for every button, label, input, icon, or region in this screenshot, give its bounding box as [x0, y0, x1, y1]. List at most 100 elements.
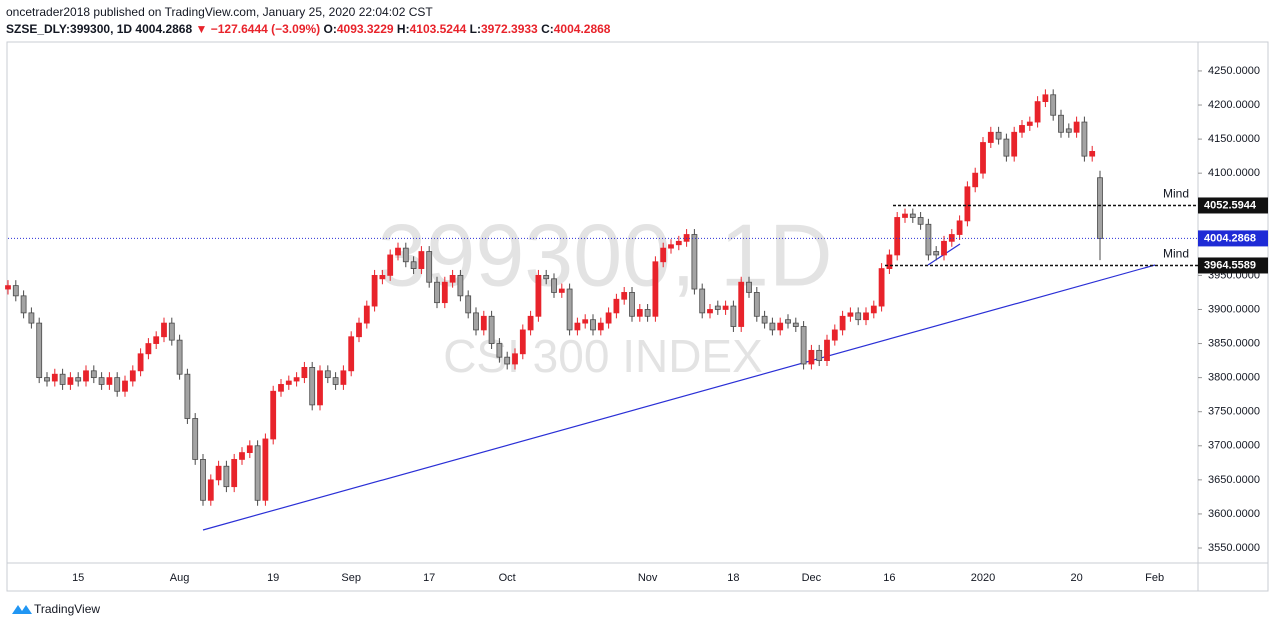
candle-body	[660, 247, 667, 263]
candle-body	[761, 315, 768, 324]
candle-body	[59, 373, 66, 385]
candle-body	[816, 349, 823, 361]
candle-body	[519, 329, 526, 355]
c-value: 4004.2868	[553, 22, 611, 36]
candle-body	[597, 322, 604, 331]
publisher: oncetrader2018 published on TradingView.…	[6, 5, 433, 19]
y-tick-label: 4200.0000	[1208, 99, 1260, 111]
x-tick-label: 16	[883, 572, 895, 584]
y-tick-label: 4250.0000	[1208, 65, 1260, 77]
change: −127.6444 (−3.09%)	[210, 22, 321, 36]
candle-body	[652, 261, 659, 317]
candle-body	[278, 384, 284, 392]
candle-body	[168, 322, 175, 341]
candle-body	[51, 373, 58, 382]
candle-body	[605, 312, 612, 324]
y-tick-label: 3850.0000	[1208, 337, 1260, 349]
candle-body	[488, 315, 495, 344]
candle-body	[878, 268, 885, 307]
candle-body	[332, 377, 339, 385]
candle-body	[613, 298, 620, 314]
candle-body	[122, 380, 128, 392]
candle-body	[480, 315, 487, 331]
candle-body	[925, 223, 932, 256]
down-arrow: ▼	[195, 22, 208, 36]
candle-body	[184, 373, 191, 419]
x-tick-label: 19	[267, 572, 279, 584]
y-tick-label: 3750.0000	[1208, 406, 1260, 418]
candle-body	[551, 278, 557, 293]
candle-body	[231, 459, 238, 488]
candle-body	[956, 220, 963, 235]
candle-body	[129, 370, 136, 382]
candle-body	[543, 274, 550, 280]
symbol: SZSE_DLY:399300, 1D	[6, 22, 133, 36]
candle-body	[933, 251, 940, 256]
candle-body	[262, 438, 269, 501]
x-tick-label: Sep	[341, 572, 361, 584]
quote-line: SZSE_DLY:399300, 1D 4004.2868 ▼ −127.644…	[6, 22, 610, 36]
candle-body	[239, 452, 245, 460]
h-value: 4103.5244	[409, 22, 467, 36]
candle-body	[746, 281, 752, 293]
candle-body	[441, 281, 448, 304]
h-label: H:	[396, 22, 410, 36]
candle-body	[941, 240, 947, 256]
candle-body	[675, 240, 682, 246]
candle-body	[863, 312, 869, 321]
level-tag-label: 3964.5589	[1204, 259, 1256, 271]
candle-body	[808, 349, 815, 365]
level-tag	[1198, 257, 1268, 274]
candle-body	[176, 339, 183, 375]
y-tick-label: 4150.0000	[1208, 133, 1260, 145]
candle-body	[1011, 131, 1018, 157]
candle-body	[714, 305, 721, 310]
candle-body	[636, 309, 643, 317]
x-tick-label: Feb	[1145, 572, 1164, 584]
candle-body	[1089, 151, 1096, 157]
candle-body	[75, 377, 82, 382]
candle-body	[246, 445, 253, 453]
candle-body	[792, 322, 799, 327]
candle-body	[1065, 128, 1072, 133]
price-tag	[1198, 230, 1268, 247]
last-price: 4004.2868	[135, 22, 193, 36]
candle-body	[855, 312, 862, 321]
x-tick-label: 15	[72, 572, 84, 584]
candle-body	[987, 131, 994, 143]
y-tick-label: 3800.0000	[1208, 372, 1260, 384]
l-label: L:	[469, 22, 481, 36]
candle-body	[590, 319, 596, 331]
x-tick-label: Oct	[499, 572, 516, 584]
candle-body	[730, 305, 737, 327]
candle-body	[301, 367, 308, 379]
candle-body	[668, 244, 674, 249]
candle-body	[629, 292, 635, 317]
candle-body	[972, 172, 979, 188]
candle-body	[67, 377, 74, 385]
candle-body	[847, 312, 854, 317]
candle-body	[980, 142, 986, 174]
candle-body	[371, 274, 378, 307]
candle-body	[5, 285, 11, 290]
candle-body	[504, 356, 511, 365]
candle-body	[995, 131, 1002, 140]
candle-body	[457, 274, 464, 297]
candle-body	[106, 377, 113, 385]
candle-body	[621, 292, 628, 300]
l-value: 3972.3933	[481, 22, 538, 36]
candle-body	[402, 247, 409, 263]
level-tag	[1198, 197, 1268, 214]
candle-body	[1050, 94, 1057, 116]
candle-body	[161, 322, 167, 338]
candle-body	[83, 370, 89, 382]
candle-body	[902, 213, 908, 218]
candle-body	[20, 295, 27, 314]
candle-body	[738, 281, 745, 327]
candle-body	[769, 322, 776, 331]
candle-body	[418, 251, 425, 269]
candle-body	[12, 285, 19, 297]
candle-body	[800, 326, 807, 365]
